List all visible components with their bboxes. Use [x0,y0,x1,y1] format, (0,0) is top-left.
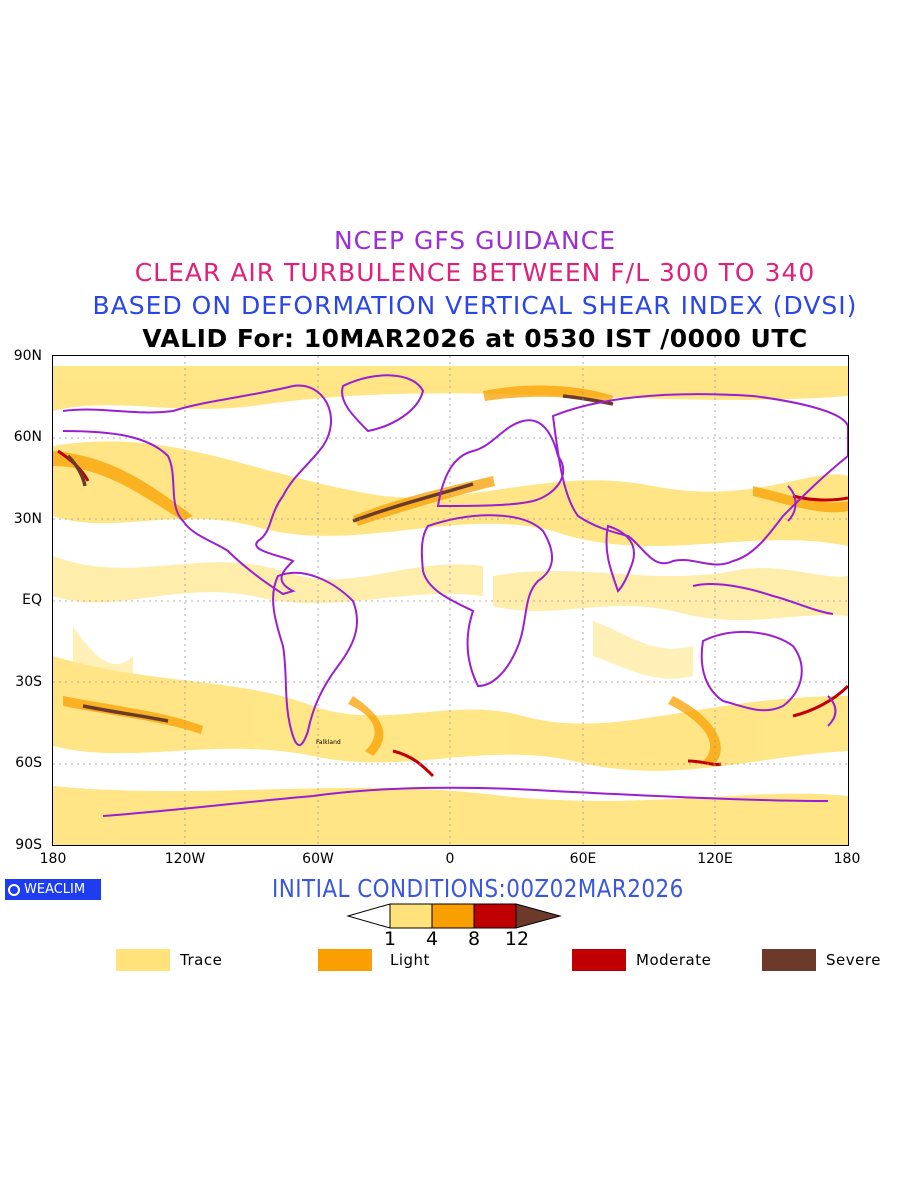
legend-swatch-severe [762,949,816,971]
lon-label-60e: 60E [569,851,597,867]
color-scale-bar [346,903,562,929]
title-line-4: VALID For: 10MAR2026 at 0530 IST /0000 U… [142,324,808,353]
legend-label-trace: Trace [180,951,223,969]
scale-segment-moderate [473,903,517,929]
trace-field [53,366,848,845]
lon-label-180w: 180 [39,851,67,867]
lat-label-60n: 60N [13,429,42,445]
scale-tick-8: 8 [467,928,481,950]
initial-conditions: INITIAL CONDITIONS:00Z02MAR2026 [272,874,684,903]
weaclim-label: WEACLIM [24,882,86,897]
scale-overflow-arrow [515,903,562,929]
lon-label-60w: 60W [302,851,334,867]
scale-segment-trace [389,903,433,929]
legend-label-light: Light [390,951,430,969]
lat-label-eq: EQ [22,592,42,608]
scale-segment-light [431,903,475,929]
scale-tick-1: 1 [383,928,397,950]
lat-label-30n: 30N [13,511,42,527]
legend-swatch-light [318,949,372,971]
scale-tick-4: 4 [425,928,439,950]
legend-label-severe: Severe [826,951,881,969]
lon-label-180e: 180 [833,851,861,867]
scale-tick-12: 12 [504,928,530,950]
legend-label-moderate: Moderate [636,951,712,969]
lon-label-120w: 120W [164,851,206,867]
lon-label-120e: 120E [697,851,733,867]
turbulence-map: Falkland [52,355,849,846]
lon-label-0: 0 [445,851,455,867]
scale-underflow-arrow [346,903,391,929]
lat-label-90s: 90S [15,837,42,853]
title-line-1: NCEP GFS GUIDANCE [333,226,616,255]
legend-swatch-moderate [572,949,626,971]
coastlines [62,374,848,817]
place-label-falkland: Falkland [316,739,341,746]
lat-label-60s: 60S [15,755,42,771]
title-line-2: CLEAR AIR TURBULENCE BETWEEN F/L 300 TO … [134,258,816,287]
weaclim-logo: WEACLIM [5,879,101,900]
legend-swatch-trace [116,949,170,971]
map-canvas: Falkland [53,356,848,845]
title-line-3: BASED ON DEFORMATION VERTICAL SHEAR INDE… [92,291,858,320]
weaclim-ring-icon [8,883,20,896]
lat-label-90n: 90N [13,348,42,364]
severe-field [66,394,614,723]
lat-label-30s: 30S [15,674,42,690]
